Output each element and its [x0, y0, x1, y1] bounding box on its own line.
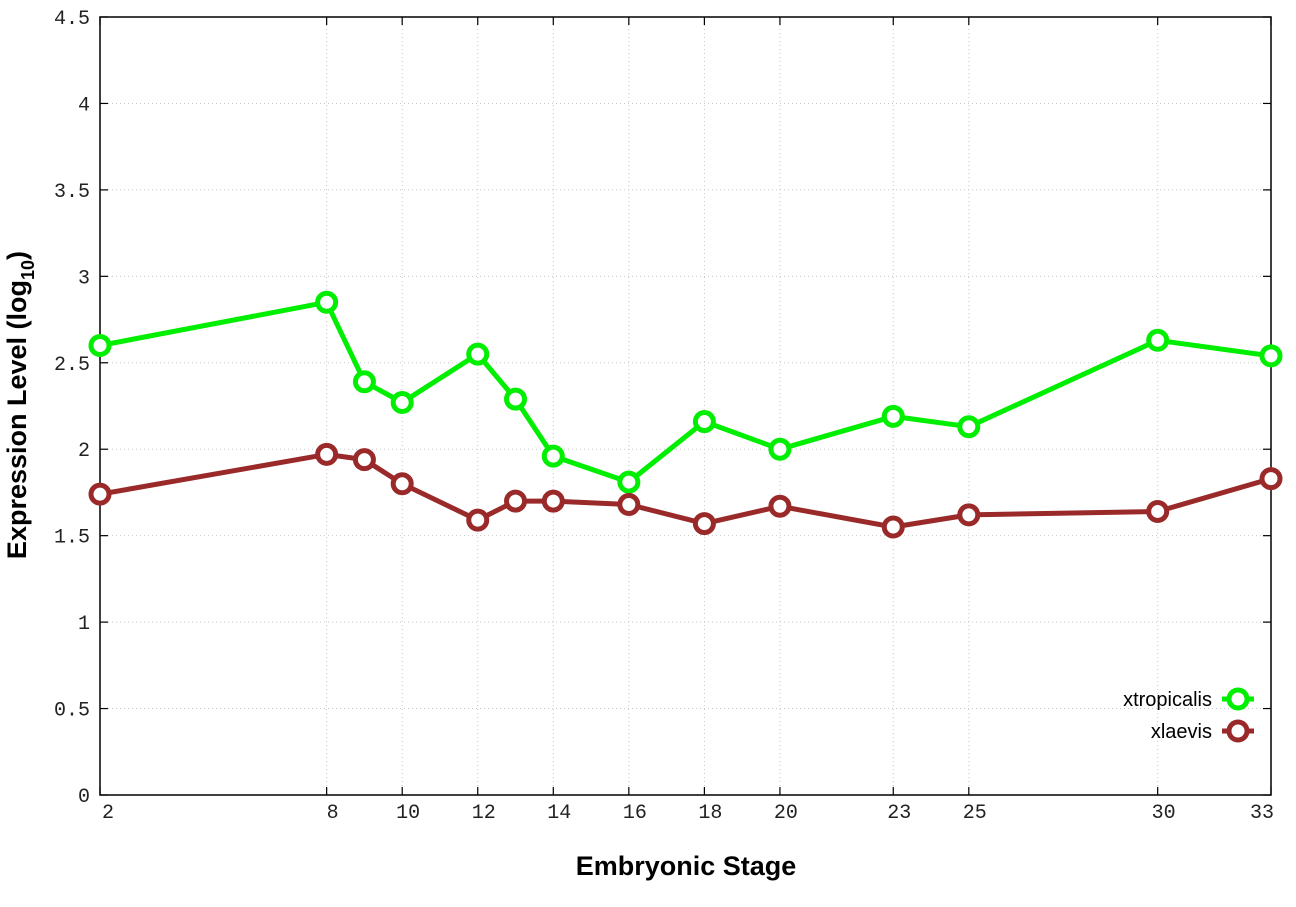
- data-point-xlaevis: [1259, 467, 1283, 491]
- x-tick-label: 12: [472, 802, 496, 825]
- y-tick-label: 0.5: [54, 700, 90, 723]
- y-tick-label: 1: [78, 613, 90, 636]
- y-tick-label: 4: [78, 94, 90, 117]
- x-tick-label: 14: [547, 802, 571, 825]
- data-point-xlaevis: [617, 493, 641, 517]
- y-axis-title-subscript: 10: [18, 260, 38, 280]
- data-point-xlaevis: [352, 448, 376, 472]
- series-layer: [88, 290, 1283, 539]
- x-tick-label: 23: [887, 802, 911, 825]
- data-point-xlaevis: [315, 442, 339, 466]
- data-point-xlaevis: [692, 512, 716, 536]
- x-tick-label: 18: [698, 802, 722, 825]
- legend-label-xtropicalis: xtropicalis: [1123, 689, 1212, 711]
- data-point-xtropicalis: [315, 290, 339, 314]
- data-point-xtropicalis: [957, 415, 981, 439]
- x-tick-label: 2: [102, 802, 114, 825]
- data-point-xtropicalis: [390, 391, 414, 415]
- legend-marker-xlaevis: [1226, 719, 1250, 743]
- data-point-xtropicalis: [1259, 344, 1283, 368]
- x-axis-title: Embryonic Stage: [576, 851, 797, 881]
- series-line-xlaevis: [99, 451, 1272, 530]
- tick-layer: 0 0.5 1 1.5 2 2.5 3 3.5 4 4.5 2 8 10 12 14 16 18 20 23 25 30…: [54, 8, 1274, 825]
- data-point-xlaevis: [88, 482, 112, 506]
- y-axis-title: Expression Level (log10): [2, 251, 38, 559]
- data-point-xtropicalis: [1146, 328, 1170, 352]
- data-point-xtropicalis: [88, 333, 112, 357]
- data-point-xtropicalis: [881, 404, 905, 428]
- series-line-xtropicalis: [99, 299, 1272, 485]
- y-tick-label: 3: [78, 267, 90, 290]
- legend-marker-xtropicalis: [1226, 687, 1250, 711]
- data-point-xtropicalis: [352, 370, 376, 394]
- x-tick-label: 8: [327, 802, 339, 825]
- y-tick-label: 2.5: [54, 354, 90, 377]
- data-point-xlaevis: [1146, 499, 1170, 523]
- data-point-xlaevis: [957, 503, 981, 527]
- data-point-xtropicalis: [504, 387, 528, 411]
- y-axis-title-main: Expression Level (log: [2, 280, 32, 559]
- x-tick-label: 25: [963, 802, 987, 825]
- data-point-xtropicalis: [466, 342, 490, 366]
- data-point-xlaevis: [504, 489, 528, 513]
- grid-layer: [100, 17, 1271, 795]
- data-point-xtropicalis: [541, 444, 565, 468]
- x-tick-label: 10: [396, 802, 420, 825]
- x-tick-label: 30: [1152, 802, 1176, 825]
- data-point-xlaevis: [466, 508, 490, 532]
- y-axis-title-close: ): [2, 251, 32, 260]
- legend-label-xlaevis: xlaevis: [1151, 721, 1212, 743]
- x-tick-label: 33: [1250, 802, 1274, 825]
- data-point-xlaevis: [881, 515, 905, 539]
- legend: xtropicalis xlaevis: [1123, 687, 1254, 743]
- data-point-xtropicalis: [617, 470, 641, 494]
- data-point-xtropicalis: [768, 437, 792, 461]
- y-tick-label: 1.5: [54, 527, 90, 550]
- x-tick-label: 16: [623, 802, 647, 825]
- plot-frame: [99, 16, 1272, 796]
- y-tick-label: 0: [78, 786, 90, 809]
- y-tick-label: 3.5: [54, 181, 90, 204]
- data-point-xlaevis: [768, 494, 792, 518]
- y-tick-label: 2: [78, 440, 90, 463]
- data-point-xlaevis: [390, 472, 414, 496]
- data-point-xtropicalis: [692, 410, 716, 434]
- x-tick-label: 20: [774, 802, 798, 825]
- data-point-xlaevis: [541, 489, 565, 513]
- y-tick-label: 4.5: [54, 8, 90, 31]
